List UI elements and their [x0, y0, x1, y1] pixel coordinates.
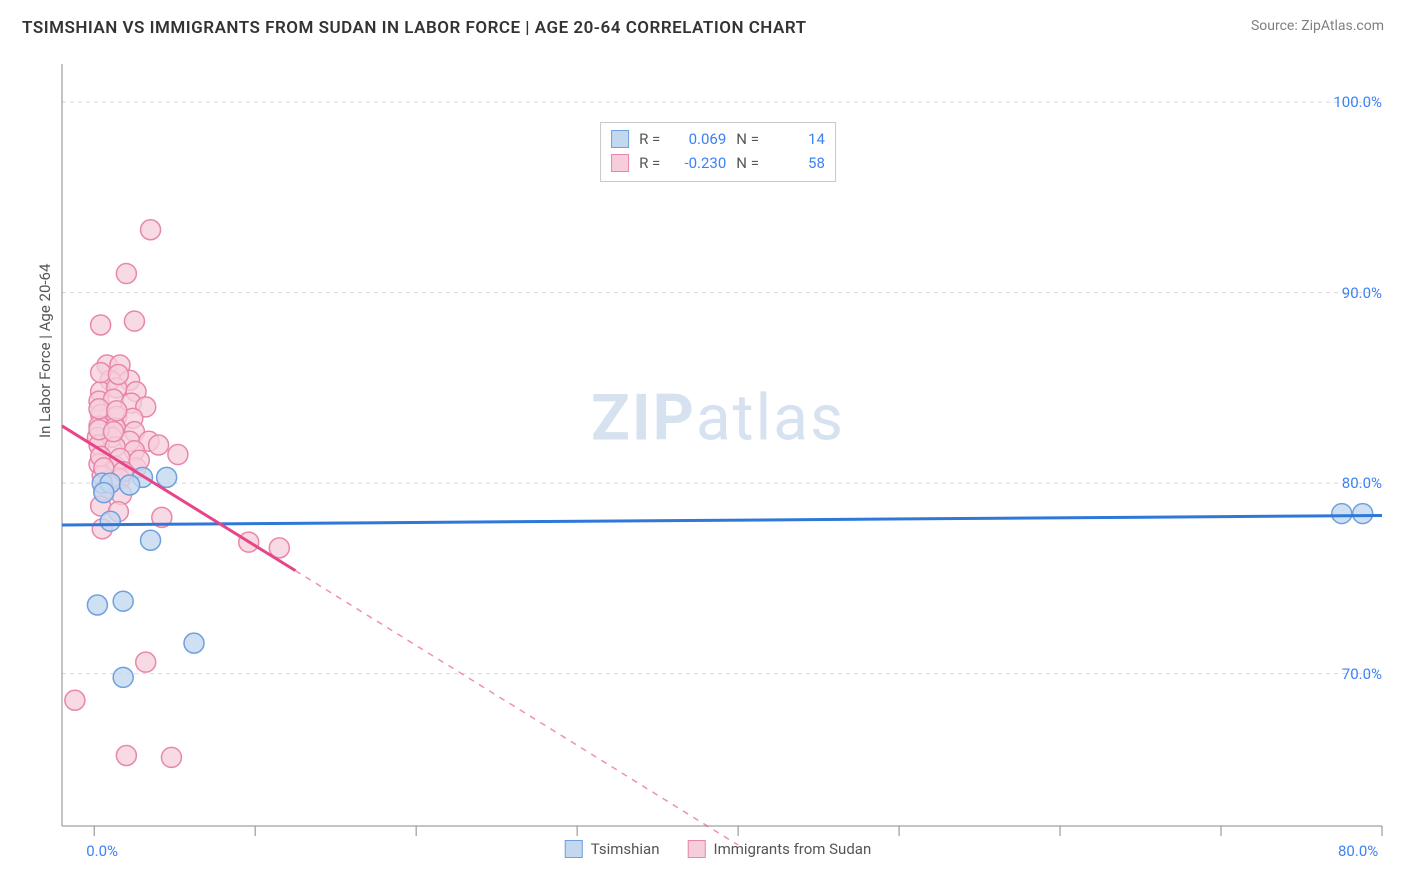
- legend-item-sudan: Immigrants from Sudan: [688, 840, 872, 858]
- chart-header: TSIMSHIAN VS IMMIGRANTS FROM SUDAN IN LA…: [0, 0, 1406, 38]
- r-label: R =: [639, 154, 660, 172]
- y-tick-label: 100.0%: [1333, 93, 1382, 111]
- r-value-sudan: -0.230: [670, 154, 726, 172]
- legend-swatch-sudan: [688, 840, 706, 858]
- y-tick-label: 90.0%: [1342, 284, 1382, 302]
- legend-label-sudan: Immigrants from Sudan: [714, 840, 872, 858]
- stats-row-tsimshian: R = 0.069 N = 14: [611, 127, 825, 151]
- legend-swatch-sudan: [611, 154, 629, 172]
- stats-legend: R = 0.069 N = 14 R = -0.230 N = 58: [600, 122, 836, 182]
- source-link[interactable]: ZipAtlas.com: [1301, 18, 1384, 34]
- legend-label-tsimshian: Tsimshian: [591, 840, 660, 858]
- x-tick-label: 80.0%: [1338, 842, 1378, 860]
- y-tick-label: 70.0%: [1342, 665, 1382, 683]
- legend-swatch-tsimshian: [565, 840, 583, 858]
- legend-item-tsimshian: Tsimshian: [565, 840, 660, 858]
- n-value-sudan: 58: [769, 154, 825, 172]
- y-tick-label: 80.0%: [1342, 474, 1382, 492]
- correlation-chart: In Labor Force | Age 20-64 ZIPatlas R = …: [48, 58, 1388, 858]
- r-label: R =: [639, 130, 660, 148]
- n-label: N =: [736, 130, 759, 148]
- series-legend: Tsimshian Immigrants from Sudan: [565, 840, 871, 858]
- n-label: N =: [736, 154, 759, 172]
- source-attribution: Source: ZipAtlas.com: [1251, 18, 1384, 34]
- chart-title: TSIMSHIAN VS IMMIGRANTS FROM SUDAN IN LA…: [22, 18, 807, 38]
- stats-row-sudan: R = -0.230 N = 58: [611, 151, 825, 175]
- source-prefix: Source:: [1251, 18, 1301, 34]
- n-value-tsimshian: 14: [769, 130, 825, 148]
- legend-swatch-tsimshian: [611, 130, 629, 148]
- x-tick-label: 0.0%: [86, 842, 118, 860]
- r-value-tsimshian: 0.069: [670, 130, 726, 148]
